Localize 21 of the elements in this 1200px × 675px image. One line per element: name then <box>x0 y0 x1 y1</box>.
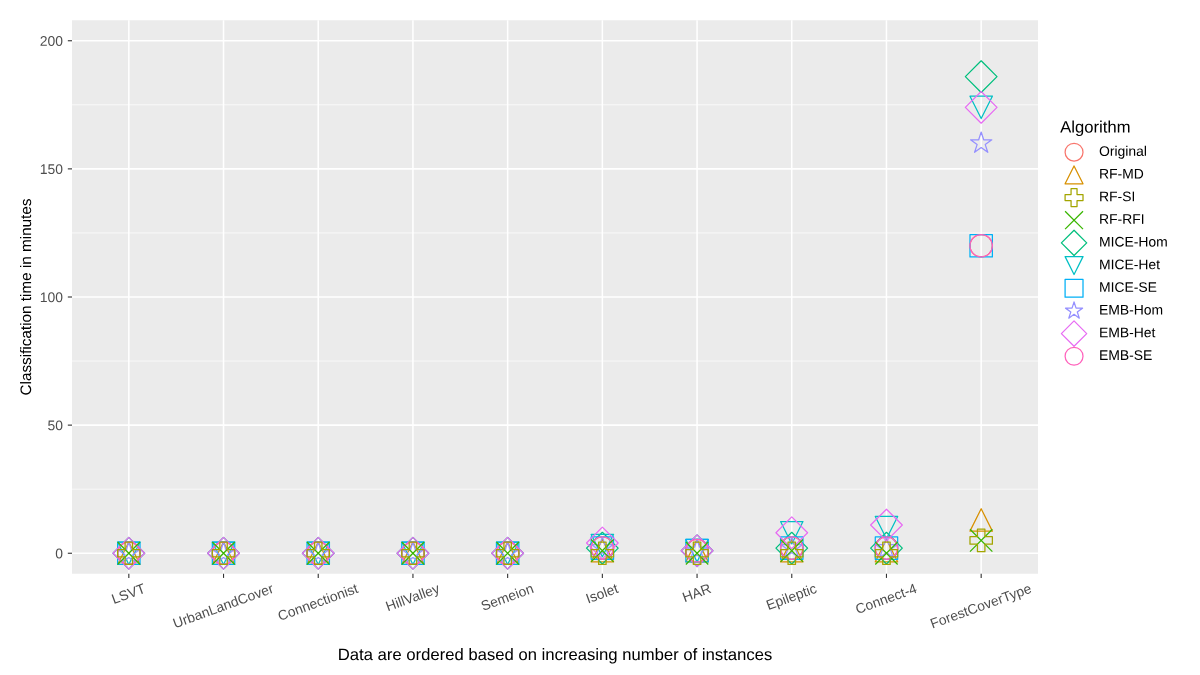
y-tick-label: 150 <box>40 164 63 175</box>
legend-label: RF-SI <box>1100 191 1135 202</box>
y-tick-label: 200 <box>40 36 63 46</box>
legend-label: RF-RFI <box>1100 214 1144 224</box>
legend-label: EMB-Hom <box>1100 304 1163 315</box>
legend-label: EMB-Het <box>1100 327 1156 338</box>
y-axis-title: Classification time in minutes <box>20 199 32 395</box>
legend-label: MICE-Het <box>1100 259 1160 270</box>
y-tick-label: 100 <box>40 292 63 303</box>
x-tick-label: Isolet <box>585 582 620 604</box>
legend-label: MICE-SE <box>1100 282 1157 293</box>
x-tick-label: LSVT <box>111 583 147 604</box>
legend-label: Original <box>1099 145 1146 159</box>
legend-label: RF-MD <box>1100 168 1144 179</box>
legend-title: Algorithm <box>1060 120 1130 137</box>
x-axis-title: Data are ordered based on increasing number of instances <box>339 648 772 664</box>
y-tick-label: 0 <box>55 548 63 559</box>
y-tick-label: 50 <box>48 420 63 431</box>
legend-label: MICE-Hom <box>1100 236 1167 247</box>
x-tick-label: HAR <box>682 583 712 602</box>
legend-label: EMB-SE <box>1100 350 1152 361</box>
